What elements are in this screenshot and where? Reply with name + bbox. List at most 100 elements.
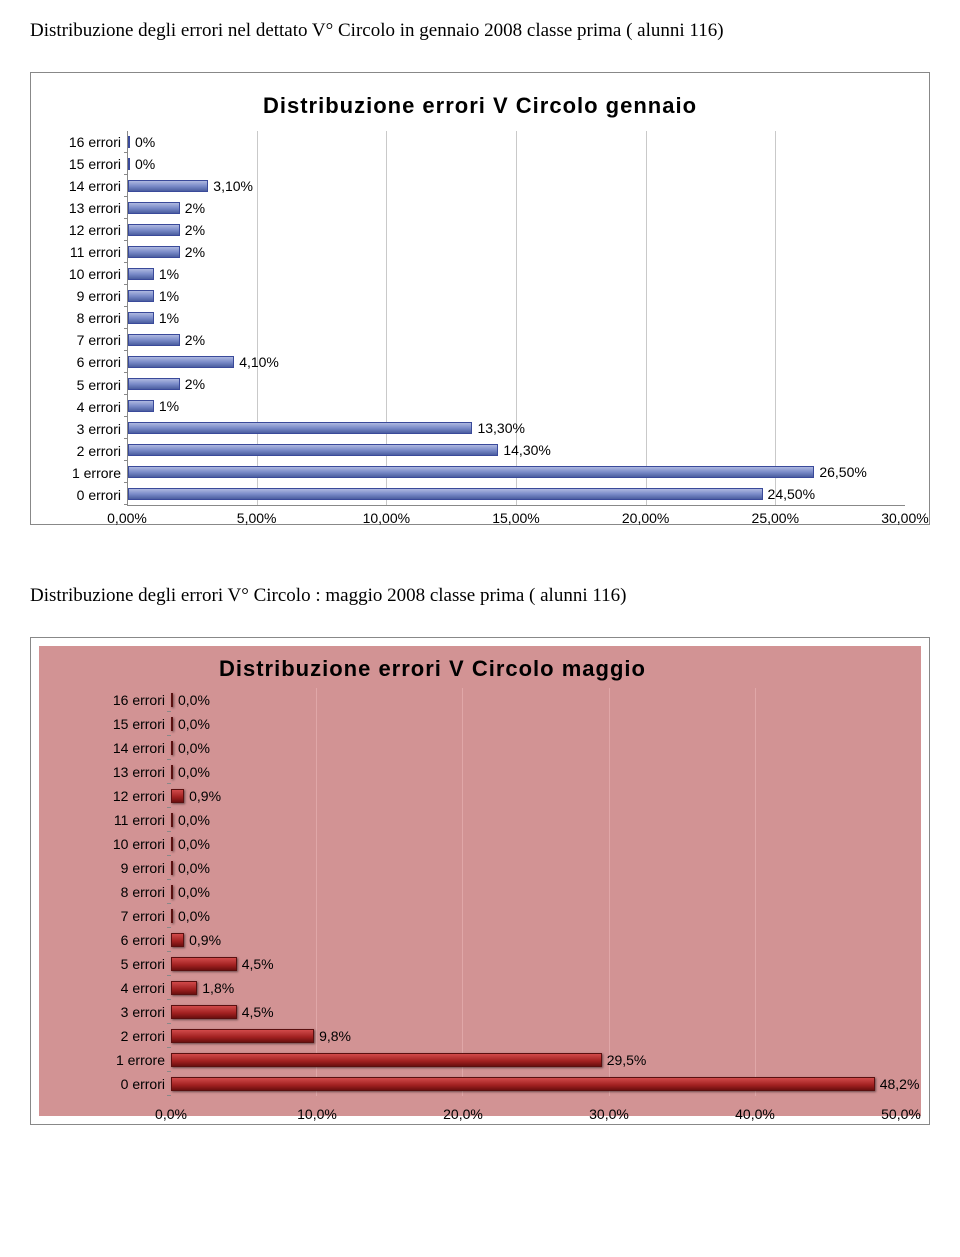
chart-bar-row: 2% xyxy=(128,197,905,219)
chart-bar-value: 1% xyxy=(159,266,179,282)
chart-bar-value: 0,0% xyxy=(178,836,210,852)
chart-bar-row: 0,9% xyxy=(171,784,901,808)
chart-ylabel: 14 errori xyxy=(99,737,165,759)
chart-bar-value: 4,10% xyxy=(239,354,279,370)
chart-bar-value: 2% xyxy=(185,200,205,216)
chart-ylabel: 3 errori xyxy=(55,418,121,440)
chart-ylabel: 16 errori xyxy=(99,689,165,711)
chart-bar-value: 2% xyxy=(185,244,205,260)
chart-bar-row: 0,0% xyxy=(171,880,901,904)
chart-bar-value: 48,2% xyxy=(880,1076,920,1092)
chart-bar-value: 0,0% xyxy=(178,884,210,900)
chart1-body: 16 errori15 errori14 errori13 errori12 e… xyxy=(55,131,905,506)
chart-bar: 29,5% xyxy=(171,1053,602,1067)
chart1-ylabels: 16 errori15 errori14 errori13 errori12 e… xyxy=(55,131,127,506)
chart-bar: 2% xyxy=(128,202,180,214)
chart-bar-value: 0% xyxy=(135,134,155,150)
chart-bar: 0,0% xyxy=(171,837,173,851)
chart-bar-value: 3,10% xyxy=(213,178,253,194)
chart-bar: 0,0% xyxy=(171,861,173,875)
chart-ylabel: 9 errori xyxy=(99,857,165,879)
chart-ylabel: 0 errori xyxy=(99,1073,165,1095)
chart-bar-value: 0,0% xyxy=(178,692,210,708)
chart-bar: 2% xyxy=(128,224,180,236)
chart-ylabel: 12 errori xyxy=(55,219,121,241)
chart-bar: 2% xyxy=(128,378,180,390)
chart1-frame: Distribuzione errori V Circolo gennaio 1… xyxy=(30,72,930,525)
chart-bar-row: 4,10% xyxy=(128,351,905,373)
chart-bar-row: 1% xyxy=(128,395,905,417)
chart-ylabel: 13 errori xyxy=(55,197,121,219)
chart-bar: 0,0% xyxy=(171,693,173,707)
chart-bar-value: 1% xyxy=(159,288,179,304)
chart2-plot: 0,0% 0,0% 0,0% 0,0% 0,9% 0,0% 0,0% 0,0% 0,0% 0,0%… xyxy=(171,688,901,1096)
chart-bar: 0,9% xyxy=(171,789,184,803)
chart-bar-row: 0,0% xyxy=(171,856,901,880)
chart-bar-value: 26,50% xyxy=(819,464,866,480)
chart-bar-row: 13,30% xyxy=(128,417,905,439)
chart-ylabel: 16 errori xyxy=(55,131,121,153)
chart-ylabel: 6 errori xyxy=(55,351,121,373)
chart-bar-row: 2% xyxy=(128,373,905,395)
chart-bar-row: 0% xyxy=(128,153,905,175)
chart-ylabel: 2 errori xyxy=(55,440,121,462)
chart-bar-row: 0,9% xyxy=(171,928,901,952)
chart-ylabel: 9 errori xyxy=(55,285,121,307)
chart-bar-value: 14,30% xyxy=(503,442,550,458)
chart-bar-row: 9,8% xyxy=(171,1024,901,1048)
chart1-plot: 0% 0% 3,10% 2% 2% 2% 1% 1% 1% 2% 4,10% 2% 1% 13,30% 14… xyxy=(127,131,905,506)
chart-bar-row: 0,0% xyxy=(171,832,901,856)
chart-bar: 4,5% xyxy=(171,957,237,971)
chart-bar: 1% xyxy=(128,400,154,412)
chart-bar-value: 2% xyxy=(185,222,205,238)
chart-bar-row: 0,0% xyxy=(171,712,901,736)
section1-title: Distribuzione degli errori nel dettato V… xyxy=(30,20,930,42)
chart-bar-value: 2% xyxy=(185,332,205,348)
chart-bar: 4,5% xyxy=(171,1005,237,1019)
chart-ylabel: 12 errori xyxy=(99,785,165,807)
chart-bar-row: 0,0% xyxy=(171,808,901,832)
chart-ylabel: 13 errori xyxy=(99,761,165,783)
chart-bar-value: 0,0% xyxy=(178,740,210,756)
chart-bar-value: 1% xyxy=(159,310,179,326)
chart-bar-value: 0,0% xyxy=(178,716,210,732)
chart-bar-row: 24,50% xyxy=(128,483,905,505)
chart-bar-row: 2% xyxy=(128,241,905,263)
chart-bar-row: 26,50% xyxy=(128,461,905,483)
chart-ylabel: 8 errori xyxy=(55,307,121,329)
chart-ylabel: 11 errori xyxy=(99,809,165,831)
chart-ylabel: 10 errori xyxy=(55,263,121,285)
chart-bar-row: 2% xyxy=(128,219,905,241)
chart-bar: 9,8% xyxy=(171,1029,314,1043)
chart-bar-value: 29,5% xyxy=(607,1052,647,1068)
chart-bar-row: 48,2% xyxy=(171,1072,901,1096)
chart-ylabel: 3 errori xyxy=(99,1001,165,1023)
chart-bar-row: 0,0% xyxy=(171,760,901,784)
chart-bar-value: 1,8% xyxy=(202,980,234,996)
chart-bar: 1% xyxy=(128,290,154,302)
chart-bar: 0,9% xyxy=(171,933,184,947)
chart-bar: 1% xyxy=(128,312,154,324)
chart-bar: 0,0% xyxy=(171,717,173,731)
chart-bar-value: 4,5% xyxy=(242,956,274,972)
chart1-title: Distribuzione errori V Circolo gennaio xyxy=(55,93,905,119)
chart-bar-value: 1% xyxy=(159,398,179,414)
chart-bar-row: 1% xyxy=(128,285,905,307)
chart-bar-row: 0,0% xyxy=(171,688,901,712)
chart2-inner: Distribuzione errori V Circolo maggio 16… xyxy=(39,646,921,1116)
chart-bar: 26,50% xyxy=(128,466,814,478)
chart-bar-value: 0,0% xyxy=(178,764,210,780)
chart2-ylabels: 16 errori15 errori14 errori13 errori12 e… xyxy=(99,688,171,1096)
chart-ylabel: 5 errori xyxy=(55,374,121,396)
chart-ylabel: 15 errori xyxy=(99,713,165,735)
chart-bar: 0% xyxy=(128,136,130,148)
chart-ylabel: 8 errori xyxy=(99,881,165,903)
chart2-body: 16 errori15 errori14 errori13 errori12 e… xyxy=(99,688,901,1096)
chart-bar-row: 0,0% xyxy=(171,736,901,760)
chart-bar-row: 0% xyxy=(128,131,905,153)
chart-bar: 24,50% xyxy=(128,488,763,500)
section2-title: Distribuzione degli errori V° Circolo : … xyxy=(30,585,930,607)
chart-bar-value: 0,9% xyxy=(189,788,221,804)
chart-bar-value: 0% xyxy=(135,156,155,172)
chart-bar: 0% xyxy=(128,158,130,170)
